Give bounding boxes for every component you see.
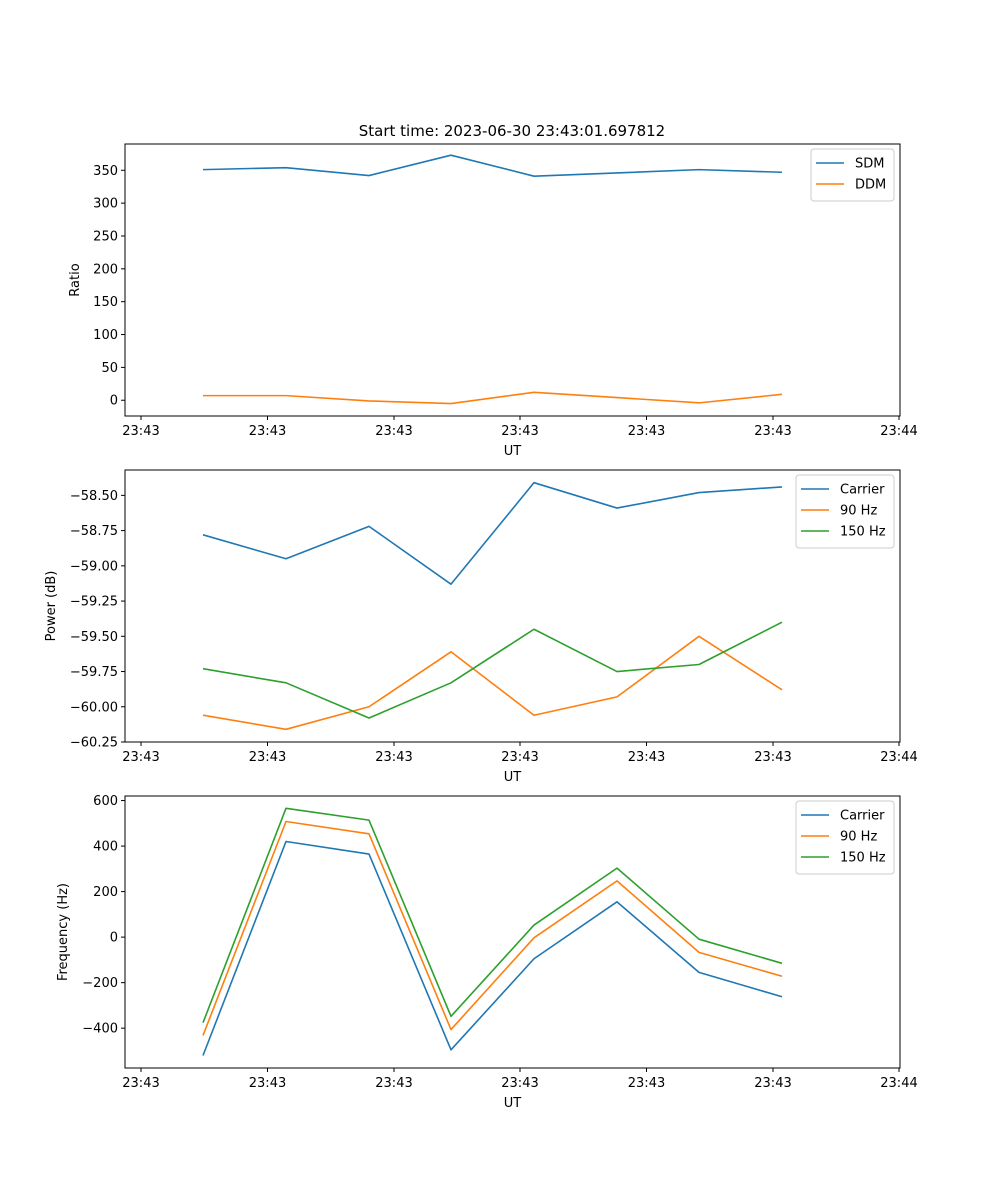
legend: SDM DDM: [810, 148, 895, 202]
y-tick-label: −58.50: [70, 489, 118, 504]
x-tick-label: 23:43: [375, 750, 412, 765]
x-axis-label: UT: [504, 770, 522, 785]
plot-frame: [124, 795, 901, 1069]
x-tick-label: 23:43: [501, 750, 538, 765]
subplot-2: 23:43 23:43 23:43 23:43 23:43 23:43 23:44 −58.5…: [44, 469, 918, 785]
y-tick-label: −59.00: [70, 559, 118, 574]
y-tick-label: 200: [93, 262, 118, 277]
legend: Carrier 90 Hz 150 Hz: [795, 800, 895, 875]
y-tick-label: 50: [101, 361, 118, 376]
series-line-150-hz: [202, 807, 783, 1023]
series-line-90-hz: [202, 635, 783, 731]
legend-label-90-hz: 90 Hz: [840, 504, 877, 519]
x-tick-label: 23:43: [754, 424, 791, 439]
y-axis-label: Ratio: [68, 263, 83, 296]
y-tick-label: 200: [93, 885, 118, 900]
y-tick-label: −200: [82, 976, 118, 991]
x-tick-label: 23:43: [122, 750, 159, 765]
x-axis-label: UT: [504, 1096, 522, 1111]
series-line-carrier: [202, 840, 783, 1056]
legend-label-90-hz: 90 Hz: [840, 830, 877, 845]
y-tick-label: 150: [93, 295, 118, 310]
subplot-1: 23:43 23:43 23:43 23:43 23:43 23:43 23:44 0 50 10…: [68, 143, 918, 459]
plot-frame: [124, 469, 901, 743]
y-tick-label: 300: [93, 197, 118, 212]
legend-label-sdm: SDM: [855, 157, 884, 172]
subplot-3: 23:43 23:43 23:43 23:43 23:43 23:43 23:44 600 40…: [56, 794, 918, 1111]
y-tick-label: −59.75: [70, 665, 118, 680]
x-tick-label: 23:43: [501, 424, 538, 439]
x-tick-label: 23:43: [122, 424, 159, 439]
y-axis-label: Frequency (Hz): [56, 883, 71, 981]
legend-label-carrier: Carrier: [840, 809, 885, 824]
series-line-90-hz: [202, 820, 783, 1036]
y-tick-label: −400: [82, 1022, 118, 1037]
x-tick-label: 23:43: [628, 1076, 665, 1091]
x-tick-label: 23:44: [880, 1076, 917, 1091]
y-tick-label: 0: [110, 931, 118, 946]
y-tick-label: 400: [93, 840, 118, 855]
x-tick-label: 23:43: [249, 1076, 286, 1091]
x-tick-label: 23:44: [880, 750, 917, 765]
figure-title: Start time: 2023-06-30 23:43:01.697812: [359, 122, 665, 140]
y-tick-label: 600: [93, 794, 118, 809]
x-tick-label: 23:43: [249, 424, 286, 439]
x-axis-label: UT: [504, 444, 522, 459]
x-tick-label: 23:43: [375, 424, 412, 439]
series-line-sdm: [202, 154, 783, 177]
legend-box: [795, 474, 895, 549]
legend-label-carrier: Carrier: [840, 483, 885, 498]
legend-label-ddm: DDM: [855, 178, 886, 193]
series-line-150-hz: [202, 621, 783, 719]
x-tick-label: 23:43: [628, 424, 665, 439]
legend-box: [795, 800, 895, 875]
y-tick-label: −60.00: [70, 700, 118, 715]
x-tick-label: 23:43: [628, 750, 665, 765]
y-tick-label: 0: [110, 394, 118, 409]
y-tick-label: 250: [93, 229, 118, 244]
plot-frame: [124, 143, 901, 417]
x-tick-label: 23:43: [122, 1076, 159, 1091]
x-tick-label: 23:43: [754, 1076, 791, 1091]
y-tick-label: −58.75: [70, 524, 118, 539]
legend: Carrier 90 Hz 150 Hz: [795, 474, 895, 549]
y-tick-label: −60.25: [70, 736, 118, 751]
legend-label-150-hz: 150 Hz: [840, 851, 886, 866]
x-tick-label: 23:44: [880, 424, 917, 439]
x-tick-label: 23:43: [249, 750, 286, 765]
y-tick-label: 100: [93, 328, 118, 343]
series-line-ddm: [203, 391, 783, 405]
y-tick-label: −59.50: [70, 630, 118, 645]
x-tick-label: 23:43: [375, 1076, 412, 1091]
legend-box: [810, 148, 895, 202]
y-axis-label: Power (dB): [44, 571, 59, 642]
legend-label-150-hz: 150 Hz: [840, 525, 886, 540]
x-tick-label: 23:43: [501, 1076, 538, 1091]
x-tick-label: 23:43: [754, 750, 791, 765]
y-tick-label: 350: [93, 164, 118, 179]
series-line-carrier: [202, 481, 783, 585]
y-tick-label: −59.25: [70, 595, 118, 610]
